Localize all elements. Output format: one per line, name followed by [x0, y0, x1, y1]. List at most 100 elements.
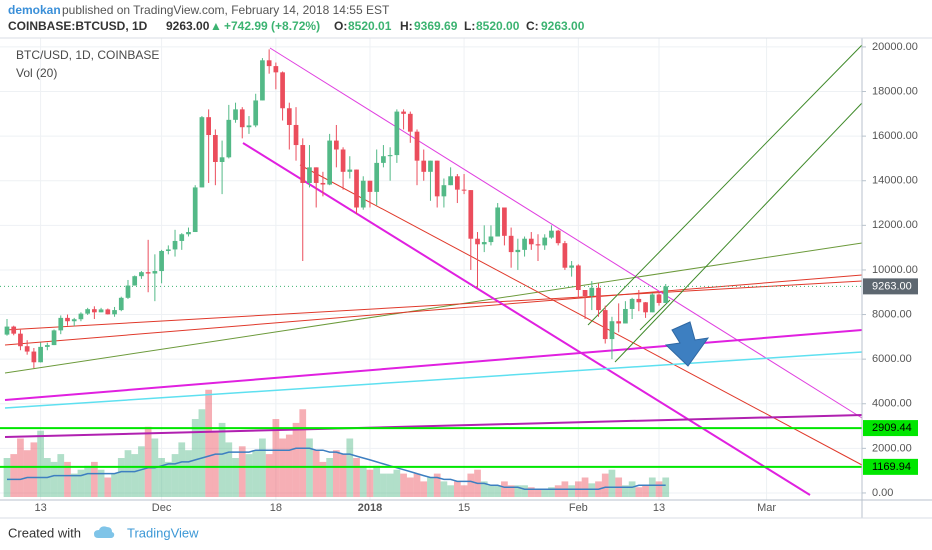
candle-body: [387, 155, 393, 157]
volume-bar: [205, 389, 213, 497]
candle-body: [85, 309, 91, 314]
candle-body: [354, 169, 359, 208]
volume-bar: [191, 419, 199, 497]
y-tick-label: 14000.00: [872, 175, 918, 187]
volume-bar: [380, 473, 387, 497]
candle-body: [636, 298, 642, 303]
volume-bar: [30, 442, 38, 497]
volume-bar: [648, 477, 656, 497]
candle-body: [360, 180, 366, 208]
volume-bar: [507, 485, 515, 497]
volume-bar: [245, 454, 253, 497]
candle-body: [454, 176, 460, 190]
candle-body: [125, 285, 131, 298]
created-with: Created with: [8, 525, 81, 540]
candle-body: [139, 272, 144, 277]
volume-bar: [97, 469, 105, 497]
volume-bar: [521, 485, 528, 497]
trend-line: [4, 242, 863, 374]
candle-body: [616, 321, 622, 324]
volume-bar: [427, 477, 434, 497]
candles: [4, 49, 669, 369]
volume-bar: [447, 485, 454, 497]
candle-body: [253, 100, 259, 126]
logo[interactable]: [94, 526, 115, 538]
candle-body: [508, 235, 514, 253]
y-tick-label: 16000.00: [872, 130, 918, 142]
x-tick-label: 13: [34, 502, 46, 514]
x-tick-label: 18: [270, 502, 282, 514]
change: +742.99 (+8.72%): [224, 19, 320, 33]
candle-body: [528, 238, 534, 245]
candle-body: [313, 167, 319, 183]
axes: 0.00 2000.00 4000.00 6000.00 8000.00 10000.00…: [34, 41, 918, 514]
trend-line: [4, 329, 863, 401]
volume-bar: [70, 473, 78, 497]
candle-body: [186, 232, 191, 235]
candle-body: [145, 272, 151, 274]
volume-bar: [218, 422, 226, 497]
candle-body: [347, 169, 353, 172]
volume-bar: [292, 422, 300, 497]
candle-body: [488, 236, 494, 243]
published: published on TradingView.com, February 1…: [62, 3, 390, 17]
candle-body: [179, 234, 185, 241]
l-label: L:: [464, 19, 475, 33]
candle-body: [199, 117, 205, 188]
candle-body: [381, 156, 386, 163]
high: 9369.69: [414, 19, 458, 33]
trend-line: [4, 414, 863, 438]
y-tick-label: 20000.00: [872, 41, 918, 53]
close: 9263.00: [541, 19, 585, 33]
x-tick-label: Dec: [152, 502, 172, 514]
candle-body: [260, 60, 265, 101]
volume-bar: [393, 469, 401, 497]
trend-line: [587, 44, 863, 326]
arrow-annotation: [664, 321, 710, 367]
trend-line: [614, 102, 863, 363]
brand[interactable]: TradingView: [127, 525, 199, 540]
candle-body: [535, 244, 541, 246]
y-tick-label: 2000.00: [872, 442, 912, 454]
trend-line: [299, 164, 863, 466]
volume-bar: [225, 442, 233, 497]
volume-bar: [104, 477, 112, 497]
y-tick-label: 10000.00: [872, 264, 918, 276]
candle-body: [226, 119, 232, 158]
volume-bar: [622, 485, 629, 497]
x-tick-label: Mar: [757, 502, 776, 514]
y-tick-label: 12000.00: [872, 219, 918, 231]
author[interactable]: demokan: [8, 3, 61, 17]
x-tick-label: Feb: [569, 502, 588, 514]
legend-volume: Vol (20): [16, 66, 57, 80]
y-tick-label: 4000.00: [872, 398, 912, 410]
candle-body: [495, 207, 501, 237]
candle-body: [421, 160, 427, 172]
volume-bar: [91, 461, 98, 497]
candle-body: [44, 345, 50, 347]
volume-bar: [312, 450, 320, 497]
last-price-box: [863, 278, 918, 295]
candle-body: [266, 60, 272, 67]
candle-body: [623, 308, 628, 324]
volume-bar: [185, 450, 192, 497]
candle-body: [213, 135, 218, 162]
candle-body: [663, 286, 669, 303]
volume-bar: [178, 442, 186, 497]
candle-body: [105, 309, 111, 315]
candle-body: [334, 140, 339, 150]
levels: [0, 285, 862, 468]
candle-body: [522, 238, 527, 250]
volume-bar: [386, 473, 394, 497]
trend-line: [242, 142, 811, 496]
volume-bar: [453, 481, 461, 497]
candle-body: [596, 287, 601, 311]
level-box: [863, 458, 918, 475]
candle-body: [58, 317, 64, 331]
candle-body: [152, 271, 158, 274]
candle-body: [18, 333, 23, 347]
candle-body: [542, 237, 548, 246]
volume-bar: [662, 477, 670, 497]
volume-bar: [642, 485, 649, 497]
candle-body: [24, 346, 30, 352]
